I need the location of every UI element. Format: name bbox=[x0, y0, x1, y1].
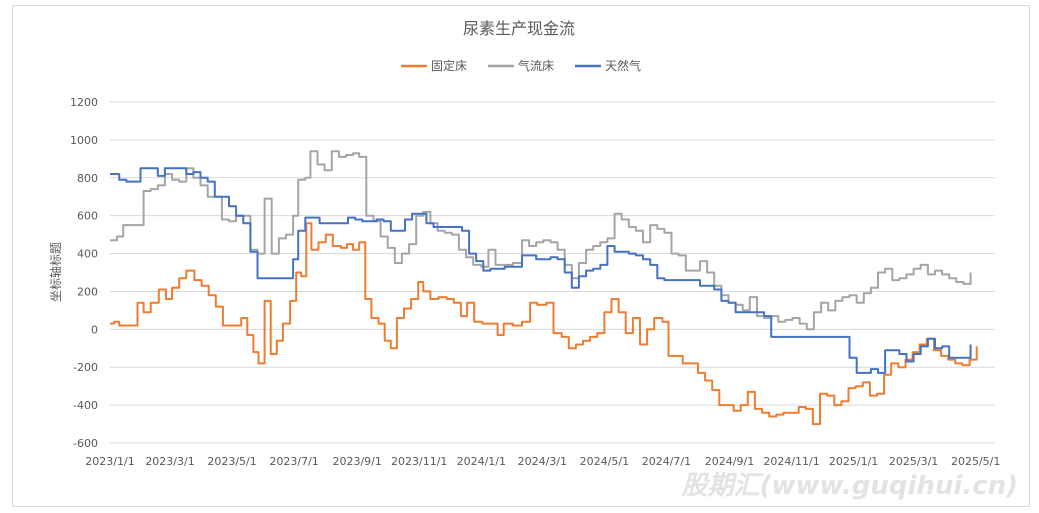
x-tick-label: 2023/5/1 bbox=[207, 455, 256, 468]
x-tick-label: 2023/9/1 bbox=[332, 455, 381, 468]
y-axis-ticks: -600 -400 -200 0 200 400 600 800 1000 1200 bbox=[70, 96, 98, 450]
series-line-气流床 bbox=[110, 150, 972, 331]
y-tick-label: -600 bbox=[73, 437, 98, 450]
y-tick-label: 600 bbox=[77, 210, 98, 223]
x-tick-label: 2024/1/1 bbox=[457, 455, 506, 468]
x-tick-label: 2024/7/1 bbox=[642, 455, 691, 468]
chart-legend: 固定床 气流床 天然气 bbox=[401, 58, 641, 73]
legend-label: 气流床 bbox=[518, 58, 554, 73]
x-tick-label: 2023/11/1 bbox=[391, 455, 447, 468]
series-line-天然气 bbox=[110, 167, 972, 374]
x-tick-label: 2023/1/1 bbox=[85, 455, 134, 468]
legend-label: 固定床 bbox=[431, 58, 467, 73]
y-axis-label: 坐标轴标题 bbox=[48, 242, 63, 302]
x-axis-ticks: 2023/1/1 2023/3/1 2023/5/1 2023/7/1 2023/9/1… bbox=[85, 455, 1000, 468]
y-tick-label: 1200 bbox=[70, 96, 98, 109]
x-tick-label: 2024/9/1 bbox=[705, 455, 754, 468]
x-tick-label: 2024/11/1 bbox=[763, 455, 819, 468]
series-lines bbox=[110, 150, 978, 426]
watermark: 股期汇(www.guqihui.cn) bbox=[681, 471, 1018, 501]
x-tick-label: 2025/1/1 bbox=[829, 455, 878, 468]
chart-title: 尿素生产现金流 bbox=[463, 19, 575, 38]
x-tick-label: 2023/3/1 bbox=[145, 455, 194, 468]
y-tick-label: 1000 bbox=[70, 134, 98, 147]
y-tick-label: -400 bbox=[73, 399, 98, 412]
x-tick-label: 2023/7/1 bbox=[269, 455, 318, 468]
legend-label: 天然气 bbox=[605, 58, 641, 73]
y-tick-label: 400 bbox=[77, 248, 98, 261]
y-tick-label: 0 bbox=[91, 323, 98, 336]
x-tick-label: 2024/3/1 bbox=[518, 455, 567, 468]
y-tick-label: -200 bbox=[73, 361, 98, 374]
y-tick-label: 200 bbox=[77, 285, 98, 298]
x-tick-label: 2024/5/1 bbox=[580, 455, 629, 468]
x-tick-label: 2025/3/1 bbox=[889, 455, 938, 468]
series-line-固定床 bbox=[110, 222, 978, 426]
x-tick-label: 2025/5/1 bbox=[951, 455, 1000, 468]
y-tick-label: 800 bbox=[77, 172, 98, 185]
grid-lines bbox=[110, 101, 995, 444]
